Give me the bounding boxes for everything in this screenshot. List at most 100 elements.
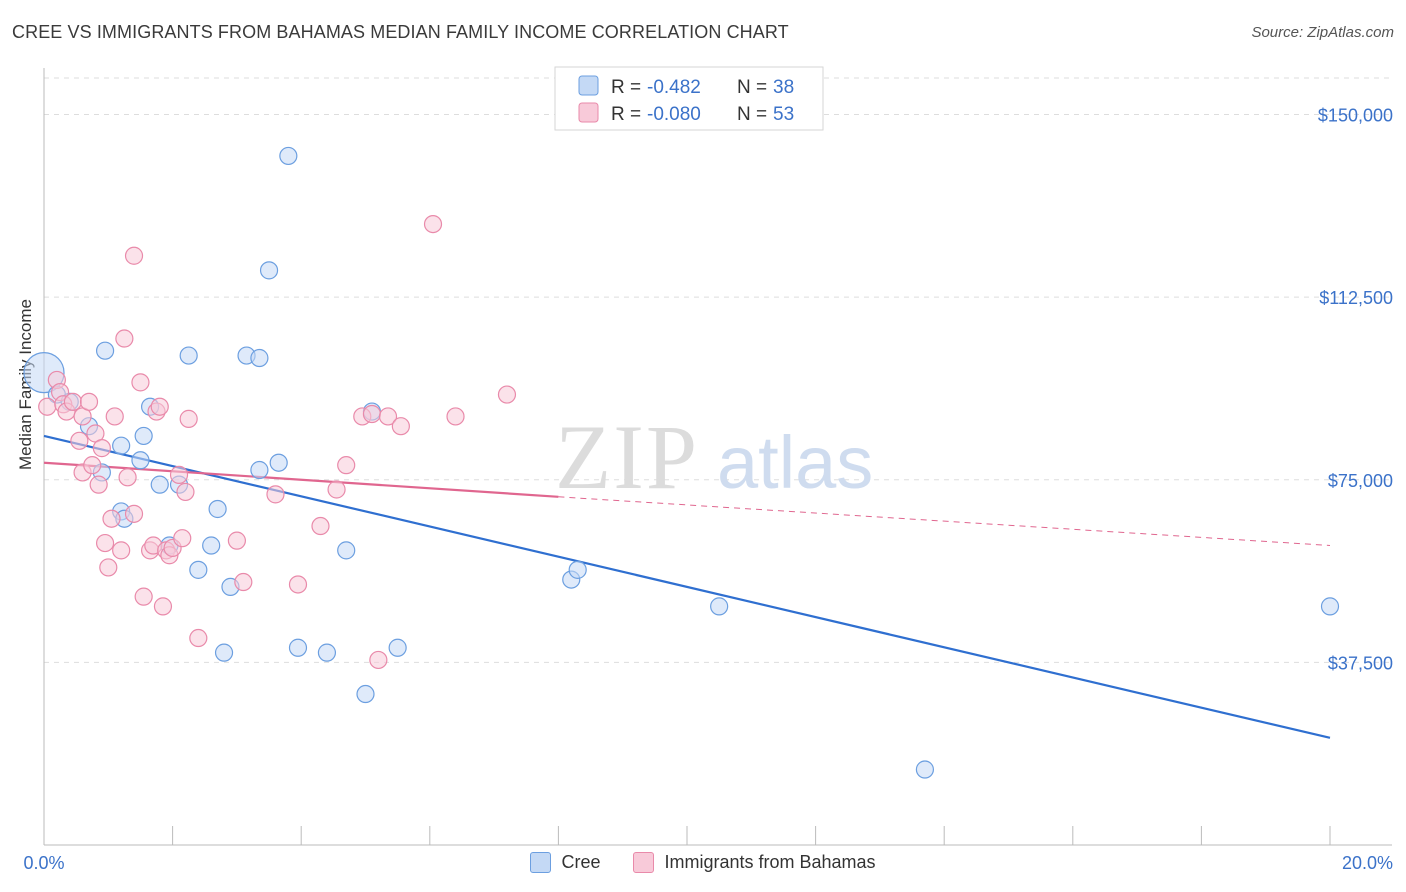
point-s0-15 xyxy=(179,346,198,365)
legend-item-bahamas[interactable]: Immigrants from Bahamas xyxy=(633,852,876,873)
source-label: Source: ZipAtlas.com xyxy=(1251,24,1394,41)
point-s1-18 xyxy=(112,541,131,560)
point-s1-24 xyxy=(134,587,153,606)
watermark: ZIP atlas xyxy=(555,406,873,508)
point-s0-25 xyxy=(269,453,288,472)
point-s1-40 xyxy=(266,485,285,504)
point-s1-10 xyxy=(83,456,102,475)
stats-swatch-0 xyxy=(578,75,599,96)
y-tick-label-3: $150,000 xyxy=(1318,106,1393,126)
point-s1-38 xyxy=(227,531,246,550)
point-s0-19 xyxy=(214,643,234,662)
stats-n-value-1: 53 xyxy=(773,104,794,125)
point-s0-23 xyxy=(250,460,269,480)
x-tick-label-0: 0.0% xyxy=(23,853,64,873)
point-s0-10 xyxy=(134,426,153,446)
stats-swatch-1 xyxy=(578,102,599,123)
point-s1-23 xyxy=(131,373,150,392)
chart-title: CREE VS IMMIGRANTS FROM BAHAMAS MEDIAN F… xyxy=(12,22,789,42)
axes xyxy=(43,68,1392,846)
point-s0-27 xyxy=(288,638,308,657)
point-s0-16 xyxy=(189,560,208,579)
point-s0-37 xyxy=(1320,597,1340,616)
point-s1-46 xyxy=(362,404,382,424)
point-s0-32 xyxy=(388,638,407,657)
point-s0-24 xyxy=(259,261,279,280)
y-tick-label-0: $37,500 xyxy=(1328,653,1393,673)
watermark-atlas: atlas xyxy=(717,421,873,504)
point-s1-21 xyxy=(124,504,144,523)
trend-line-dashed-1 xyxy=(558,496,1331,547)
legend-swatch-cree xyxy=(530,852,552,873)
point-s0-30 xyxy=(356,684,375,704)
data-points xyxy=(23,146,1340,779)
point-s1-13 xyxy=(92,439,111,458)
x-tick-label-1: 20.0% xyxy=(1342,853,1393,873)
point-s1-44 xyxy=(337,456,356,475)
stats-n-value-0: 38 xyxy=(773,77,794,98)
point-s1-12 xyxy=(89,475,108,494)
trend-line-0 xyxy=(43,434,1331,739)
point-s1-42 xyxy=(311,516,330,536)
legend-swatch-bahamas xyxy=(633,852,655,873)
point-s1-50 xyxy=(423,214,443,234)
point-s1-29 xyxy=(153,597,173,616)
stats-legend-box xyxy=(554,66,824,131)
point-s1-34 xyxy=(173,529,192,548)
point-s1-35 xyxy=(176,482,195,502)
y-tick-label-1: $75,000 xyxy=(1328,471,1393,491)
point-s1-14 xyxy=(95,533,115,553)
point-s1-47 xyxy=(369,650,388,670)
point-s1-20 xyxy=(118,468,137,487)
y-tick-label-2: $112,500 xyxy=(1319,288,1393,308)
stats-n-label-0: N = xyxy=(737,77,767,98)
legend-label-cree: Cree xyxy=(561,852,601,872)
point-s0-34 xyxy=(568,560,587,579)
point-s0-5 xyxy=(112,436,131,455)
point-s1-15 xyxy=(99,558,118,577)
point-s1-17 xyxy=(105,407,124,426)
point-s1-51 xyxy=(446,407,465,426)
point-s1-37 xyxy=(189,628,208,648)
point-s0-6 xyxy=(95,341,115,360)
point-s1-52 xyxy=(497,385,517,404)
point-s0-17 xyxy=(202,536,221,555)
trend-lines xyxy=(43,434,1331,739)
point-s0-36 xyxy=(915,760,935,779)
point-s0-35 xyxy=(710,597,729,616)
stats-r-value-1: -0.080 xyxy=(647,104,701,125)
point-s0-9 xyxy=(131,451,150,470)
stats-legend: R = -0.482 N = 38 R = -0.080 N = 53 xyxy=(554,66,824,131)
point-s1-48 xyxy=(378,407,398,426)
point-s0-12 xyxy=(150,475,169,494)
point-s1-9 xyxy=(79,392,99,411)
point-s1-5 xyxy=(63,392,83,411)
tick-labels: $37,500 $75,000 $112,500 $150,000 0.0% 20.0% xyxy=(23,106,1393,873)
point-s1-16 xyxy=(102,509,121,528)
point-s1-0 xyxy=(38,397,57,416)
point-s0-18 xyxy=(208,499,227,519)
stats-r-label-0: R = xyxy=(611,77,641,98)
point-s1-39 xyxy=(234,572,253,592)
watermark-zip: ZIP xyxy=(555,406,699,508)
point-s0-26 xyxy=(279,146,298,166)
point-s1-22 xyxy=(124,246,144,265)
series-legend: Cree Immigrants from Bahamas xyxy=(0,852,1406,878)
point-s1-49 xyxy=(391,417,410,436)
point-s1-6 xyxy=(70,431,89,450)
legend-item-cree[interactable]: Cree xyxy=(530,852,600,873)
point-s1-36 xyxy=(179,409,198,428)
point-s1-19 xyxy=(115,329,134,348)
trend-line-1 xyxy=(43,461,559,498)
point-s1-28 xyxy=(150,397,169,416)
stats-r-label-1: R = xyxy=(611,104,641,125)
point-s0-29 xyxy=(337,541,356,560)
point-s1-41 xyxy=(288,575,308,594)
stats-r-value-0: -0.482 xyxy=(647,77,701,98)
stats-n-label-1: N = xyxy=(737,104,767,125)
point-s0-22 xyxy=(250,348,269,368)
legend-label-bahamas: Immigrants from Bahamas xyxy=(664,852,876,872)
point-s1-33 xyxy=(169,465,189,484)
point-s1-43 xyxy=(327,480,346,499)
